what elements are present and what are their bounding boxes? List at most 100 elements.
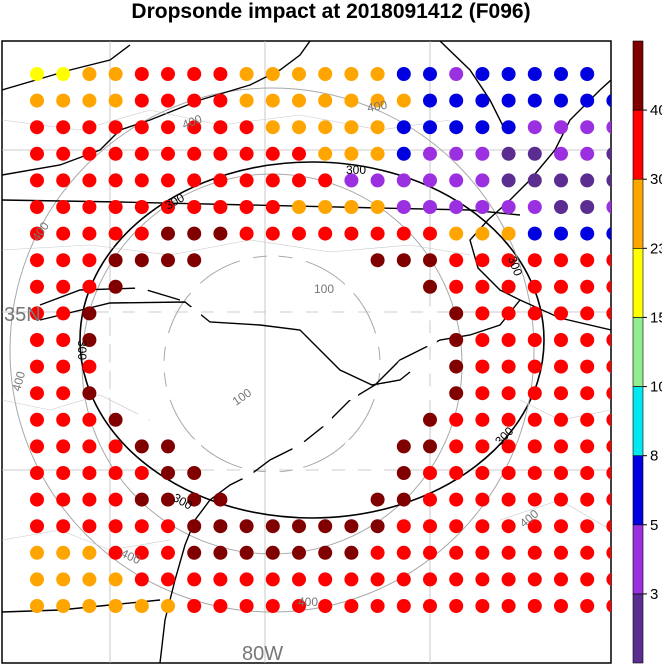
- impact-dot: [82, 519, 97, 534]
- impact-dot: [318, 306, 333, 321]
- impact-dot: [449, 545, 464, 560]
- impact-dot: [318, 519, 333, 534]
- impact-dot: [239, 466, 254, 480]
- impact-dot: [265, 439, 280, 454]
- impact-dot: [187, 359, 202, 374]
- impact-dot: [554, 492, 568, 507]
- impact-dot: [82, 120, 97, 135]
- impact-dot: [370, 333, 385, 347]
- impact-dot: [475, 279, 490, 294]
- impact-dot: [527, 412, 542, 427]
- impact-dot: [554, 439, 568, 454]
- coastline-se: [159, 299, 521, 663]
- impact-dot: [580, 226, 595, 241]
- impact-dot: [370, 359, 385, 374]
- impact-dot: [56, 200, 71, 214]
- impact-dot: [82, 93, 97, 108]
- colorbar-box: [632, 455, 644, 526]
- impact-dot: [396, 519, 411, 534]
- impact-dot: [292, 306, 306, 321]
- impact-dot: [475, 93, 490, 108]
- impact-dot: [449, 359, 464, 374]
- impact-dot: [396, 93, 411, 108]
- impact-dot: [580, 306, 595, 321]
- impact-dot: [108, 333, 123, 347]
- impact-dot: [187, 253, 202, 268]
- impact-dot: [370, 439, 385, 454]
- impact-dot: [475, 333, 490, 347]
- impact-dot: [82, 599, 97, 613]
- impact-dot: [318, 226, 333, 241]
- impact-dot: [580, 412, 595, 427]
- impact-dot: [344, 173, 359, 188]
- impact-dot: [187, 439, 202, 454]
- impact-dot: [30, 545, 44, 560]
- impact-dot: [475, 146, 490, 161]
- impact-dot: [56, 492, 71, 507]
- impact-dot: [527, 333, 542, 347]
- impact-dot: [56, 173, 71, 188]
- impact-dot: [161, 120, 175, 135]
- impact-dot: [187, 412, 202, 427]
- impact-dot: [449, 599, 464, 613]
- impact-dot: [213, 146, 228, 161]
- impact-dot: [30, 200, 44, 214]
- impact-dot: [265, 253, 280, 268]
- impact-dot: [318, 572, 333, 587]
- impact-dot: [554, 146, 568, 161]
- impact-dot: [475, 519, 490, 534]
- impact-dot: [134, 412, 149, 427]
- impact-dot: [30, 67, 44, 81]
- impact-dot: [30, 279, 44, 294]
- impact-dot: [134, 386, 149, 401]
- impact-dot: [449, 93, 464, 108]
- impact-dot: [108, 545, 123, 560]
- impact-dot: [475, 120, 490, 135]
- impact-dot: [527, 200, 542, 214]
- impact-dot: [265, 519, 280, 534]
- longitude-label: 80W: [242, 643, 283, 664]
- impact-dot: [213, 226, 228, 241]
- colorbar-tick-label: 23: [650, 240, 662, 257]
- impact-dot: [606, 253, 611, 267]
- state-line-md: [439, 41, 506, 131]
- ring-label: 300: [75, 340, 89, 360]
- impact-dot: [213, 466, 228, 480]
- impact-dot: [554, 93, 568, 108]
- impact-dot: [527, 146, 542, 161]
- impact-dot: [239, 519, 254, 534]
- impact-dot: [370, 386, 385, 401]
- impact-dot: [239, 120, 254, 135]
- impact-dot: [30, 599, 44, 613]
- impact-dot: [554, 519, 568, 534]
- impact-dot: [161, 173, 175, 188]
- impact-dot: [265, 466, 280, 480]
- impact-dot: [606, 280, 611, 294]
- impact-dot: [82, 226, 97, 241]
- colorbar-box: [632, 40, 644, 111]
- impact-dot: [30, 253, 44, 268]
- impact-dot: [527, 253, 542, 268]
- colorbar-tick-label: 5: [650, 517, 658, 534]
- impact-dot: [344, 120, 359, 135]
- impact-dot: [580, 173, 595, 188]
- impact-dot: [370, 173, 385, 188]
- colorbar-box: [632, 524, 644, 595]
- impact-dot: [134, 492, 149, 507]
- impact-dot: [134, 279, 149, 294]
- impact-dot: [501, 226, 516, 241]
- impact-dot: [554, 386, 568, 401]
- impact-dot: [108, 466, 123, 480]
- impact-dot: [187, 466, 202, 480]
- impact-dot: [606, 94, 611, 108]
- impact-dot: [606, 466, 611, 480]
- impact-dot: [108, 279, 123, 294]
- impact-dot: [370, 412, 385, 427]
- impact-dot: [265, 545, 280, 560]
- impact-dot: [370, 146, 385, 161]
- impact-dot: [423, 439, 437, 454]
- impact-dot: [134, 439, 149, 454]
- impact-dot: [292, 492, 306, 507]
- impact-dot: [239, 146, 254, 161]
